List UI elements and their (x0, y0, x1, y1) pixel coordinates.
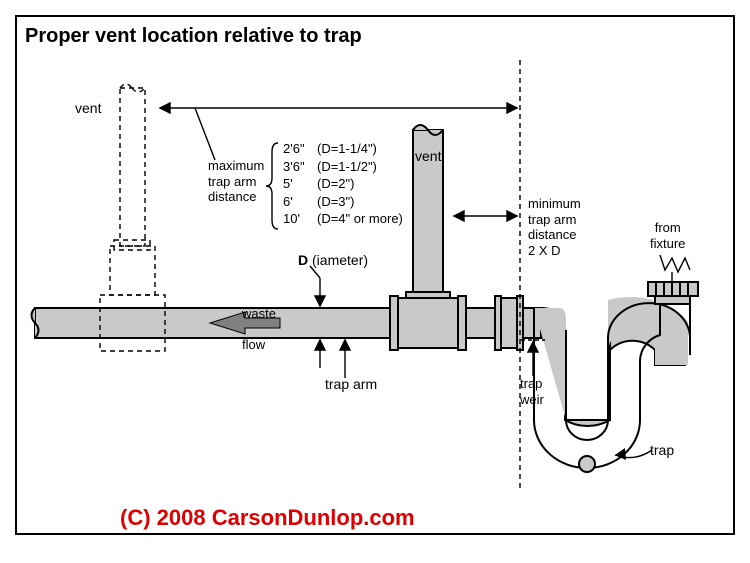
trap-arm-pointer (340, 340, 350, 378)
trap-arm-label: trap arm (325, 376, 377, 393)
from-fixture-pointer (660, 255, 690, 282)
trap-label: trap (650, 442, 674, 459)
brace-icon (266, 143, 278, 229)
plumbing-diagram (0, 0, 750, 563)
cleanout-plug (579, 456, 595, 472)
waste-flow-label: waste flow (242, 298, 276, 360)
pipe-segment (466, 308, 498, 338)
vent-right-label: vent (415, 148, 441, 165)
min-distance-arrow (454, 211, 517, 221)
vent-left-label: vent (75, 100, 101, 117)
tee-fitting (390, 296, 466, 350)
table-row: 3'6"(D=1-1/2") (283, 158, 403, 176)
from-fixture-label: from fixture (650, 220, 685, 251)
trap-weir-label: trap weir (520, 376, 544, 407)
slip-nut (648, 282, 698, 296)
min-trap-arm-label: minimum trap arm distance 2 X D (528, 196, 581, 258)
table-row: 2'6"(D=1-1/4") (283, 140, 403, 158)
max-trap-arm-label: maximum trap arm distance (208, 158, 264, 205)
table-row: 10'(D=4" or more) (283, 210, 403, 228)
coupling-fitting (495, 296, 523, 350)
copyright-text: (C) 2008 CarsonDunlop.com (120, 505, 415, 531)
diameter-label: D (iameter) (298, 252, 368, 269)
distance-table: 2'6"(D=1-1/4") 3'6"(D=1-1/2") 5'(D=2") 6… (283, 140, 403, 228)
table-row: 6'(D=3") (283, 193, 403, 211)
table-row: 5'(D=2") (283, 175, 403, 193)
trap-weir-pointer (521, 340, 545, 376)
